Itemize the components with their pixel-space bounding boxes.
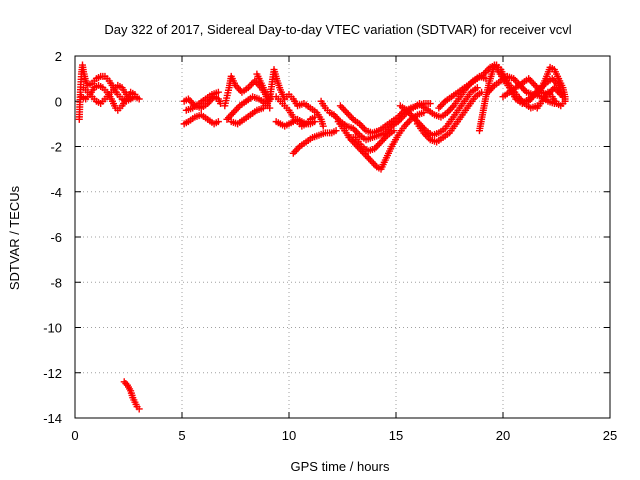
x-tick-label: 15 bbox=[389, 428, 403, 443]
x-axis-label: GPS time / hours bbox=[291, 459, 390, 474]
data-point-marker bbox=[135, 405, 143, 413]
x-tick-label: 10 bbox=[282, 428, 296, 443]
y-tick-label: -8 bbox=[50, 275, 62, 290]
y-tick-label: -12 bbox=[43, 366, 62, 381]
data-point-marker bbox=[526, 76, 534, 84]
data-point-marker bbox=[402, 120, 410, 128]
data-point-marker bbox=[370, 159, 378, 167]
data-point-marker bbox=[390, 127, 398, 135]
data-point-marker bbox=[368, 158, 376, 166]
data-point-marker bbox=[231, 107, 239, 115]
data-point-marker bbox=[445, 107, 453, 115]
data-point-marker bbox=[289, 149, 297, 157]
y-tick-label: -6 bbox=[50, 230, 62, 245]
data-point-marker bbox=[120, 378, 128, 386]
data-point-marker bbox=[341, 107, 349, 115]
x-tick-label: 20 bbox=[496, 428, 510, 443]
data-point-marker bbox=[214, 118, 222, 126]
data-point-marker bbox=[336, 102, 344, 110]
data-point-marker bbox=[246, 82, 254, 90]
data-point-marker bbox=[135, 95, 143, 103]
plot-frame bbox=[74, 55, 611, 419]
data-point-marker bbox=[234, 103, 242, 111]
data-point-marker bbox=[436, 102, 444, 110]
data-point-marker bbox=[365, 154, 373, 162]
data-point-marker bbox=[344, 110, 352, 118]
data-point-marker bbox=[375, 140, 383, 148]
data-point-marker bbox=[294, 144, 302, 152]
data-point-marker bbox=[379, 136, 387, 144]
data-point-marker bbox=[404, 119, 412, 127]
data-point-marker bbox=[366, 156, 374, 164]
y-tick-label: -4 bbox=[50, 185, 62, 200]
data-point-marker bbox=[291, 148, 299, 156]
y-axis-label: SDTVAR / TECUs bbox=[7, 185, 22, 290]
data-point-marker bbox=[359, 123, 367, 131]
data-point-marker bbox=[233, 105, 241, 113]
data-point-marker bbox=[377, 138, 385, 146]
data-point-marker bbox=[481, 68, 489, 76]
y-tick-label: 2 bbox=[55, 49, 62, 64]
data-point-marker bbox=[374, 141, 382, 149]
data-point-marker bbox=[319, 122, 327, 130]
data-point-marker bbox=[357, 122, 365, 130]
data-point-marker bbox=[186, 97, 194, 105]
data-point-marker bbox=[122, 90, 130, 98]
data-points bbox=[75, 61, 569, 413]
data-point-marker bbox=[248, 80, 256, 88]
data-point-marker bbox=[266, 104, 274, 112]
data-point-marker bbox=[226, 112, 234, 120]
data-point-marker bbox=[352, 128, 360, 136]
y-tick-label: -14 bbox=[43, 411, 62, 426]
data-point-marker bbox=[529, 80, 537, 88]
data-point-marker bbox=[438, 101, 446, 109]
data-point-marker bbox=[483, 67, 491, 75]
data-point-marker bbox=[473, 84, 481, 92]
chart-title: Day 322 of 2017, Sidereal Day-to-day VTE… bbox=[104, 22, 571, 37]
data-point-marker bbox=[435, 104, 443, 112]
data-point-marker bbox=[332, 127, 340, 135]
data-point-marker bbox=[440, 99, 448, 107]
x-tick-label: 25 bbox=[603, 428, 617, 443]
y-tick-label: -2 bbox=[50, 140, 62, 155]
data-point-marker bbox=[343, 109, 351, 117]
data-point-marker bbox=[340, 105, 348, 113]
x-tick-label: 5 bbox=[178, 428, 185, 443]
data-point-marker bbox=[131, 90, 139, 98]
x-tick-label: 0 bbox=[71, 428, 78, 443]
data-point-marker bbox=[214, 88, 222, 96]
data-point-marker bbox=[348, 114, 356, 122]
data-point-marker bbox=[561, 97, 569, 105]
data-point-marker bbox=[228, 110, 236, 118]
data-point-marker bbox=[363, 153, 371, 161]
y-tick-label: -10 bbox=[43, 321, 62, 336]
data-point-marker bbox=[346, 112, 354, 120]
data-point-marker bbox=[380, 135, 388, 143]
data-point-marker bbox=[229, 109, 237, 117]
y-tick-label: 0 bbox=[55, 94, 62, 109]
data-point-marker bbox=[292, 146, 300, 154]
data-point-marker bbox=[447, 105, 455, 113]
data-point-marker bbox=[311, 118, 319, 126]
data-point-marker bbox=[338, 103, 346, 111]
data-point-marker bbox=[426, 100, 434, 108]
